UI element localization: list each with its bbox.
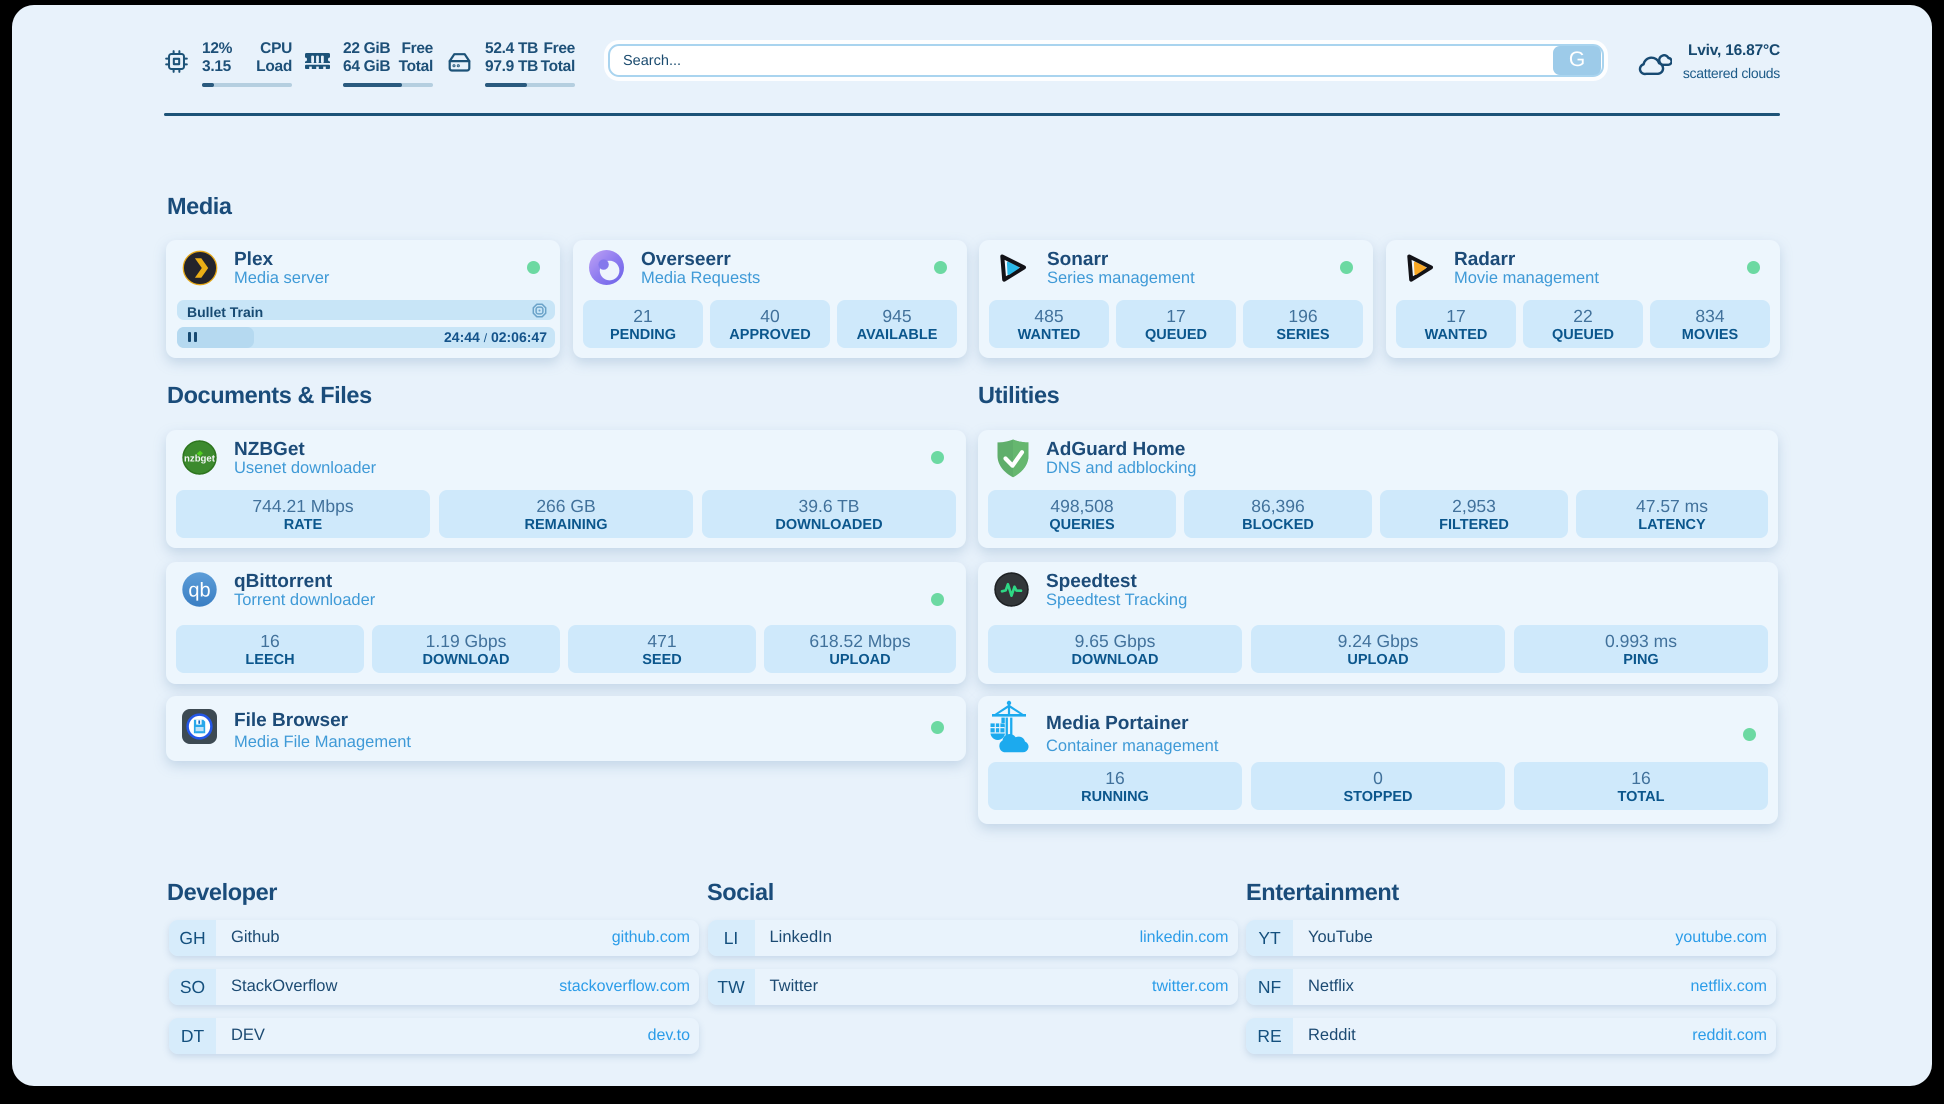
svg-text:qb: qb (188, 580, 210, 602)
svg-text:nzbget: nzbget (184, 454, 216, 465)
